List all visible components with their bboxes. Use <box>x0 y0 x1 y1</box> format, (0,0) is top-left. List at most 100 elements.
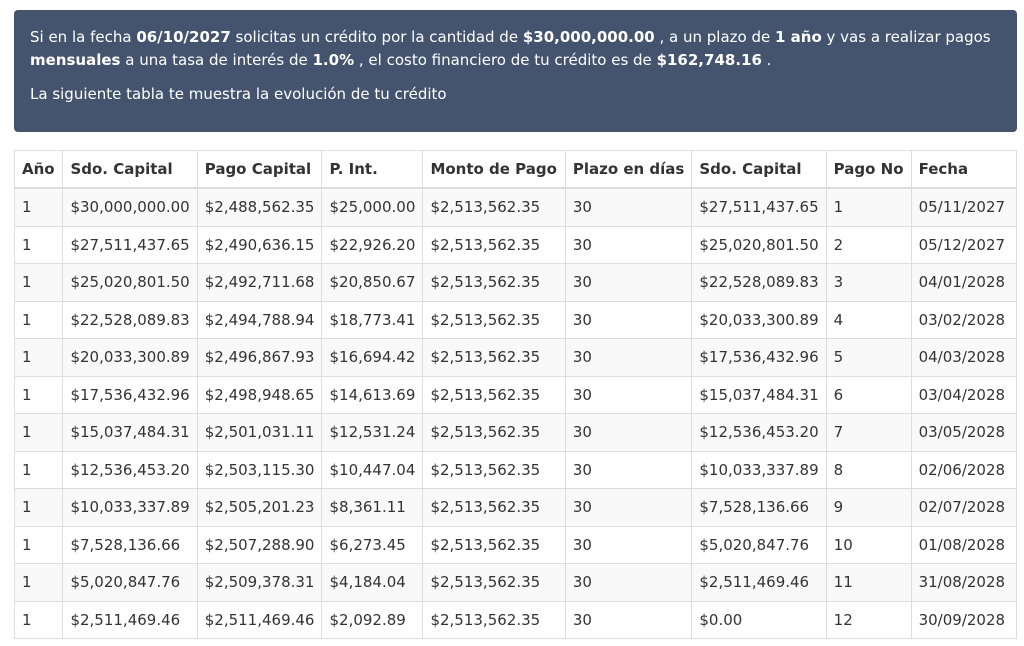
table-cell-col-pago-interes: $10,447.04 <box>321 450 424 489</box>
header-col-pago-interes: P. Int. <box>321 150 424 189</box>
table-cell-col-ano: 1 <box>13 187 64 227</box>
table-cell-col-saldo-capital-inicial: $27,511,437.65 <box>62 225 198 264</box>
table-cell-col-fecha: 02/07/2028 <box>910 488 1018 527</box>
table-cell-col-ano: 1 <box>13 413 64 452</box>
table-cell-col-saldo-capital-final: $10,033,337.89 <box>691 450 827 489</box>
table-cell-col-saldo-capital-inicial: $12,536,453.20 <box>62 450 198 489</box>
table-cell-col-saldo-capital-inicial: $20,033,300.89 <box>62 338 198 377</box>
table-cell-col-saldo-capital-final: $17,536,432.96 <box>691 338 827 377</box>
table-row: 1 $20,033,300.89 $2,496,867.93 $16,694.42 $2… <box>13 338 1018 377</box>
summary-text: Si en la fecha 06/10/2027 solicitas un c… <box>30 26 1001 72</box>
table-cell-col-pago-capital: $2,498,948.65 <box>196 375 323 414</box>
table-cell-col-plazo-dias: 30 <box>564 375 693 414</box>
table-cell-col-fecha: 30/09/2028 <box>910 600 1018 639</box>
amortization-table: Año Sdo. Capital Pago Capital P. Int. Monto … <box>13 150 1018 639</box>
table-cell-col-pago-capital: $2,496,867.93 <box>196 338 323 377</box>
header-col-fecha: Fecha <box>910 150 1018 189</box>
table-cell-col-plazo-dias: 30 <box>564 225 693 264</box>
table-row: 1 $17,536,432.96 $2,498,948.65 $14,613.69 $2… <box>13 375 1018 414</box>
table-cell-col-fecha: 04/01/2028 <box>910 263 1018 302</box>
table-cell-col-fecha: 05/12/2027 <box>910 225 1018 264</box>
table-cell-col-monto-pago: $2,513,562.35 <box>422 263 566 302</box>
table-cell-col-ano: 1 <box>13 300 64 339</box>
table-row: 1 $30,000,000.00 $2,488,562.35 $25,000.00 $2… <box>13 187 1018 227</box>
table-cell-col-pago-no: 6 <box>825 375 912 414</box>
table-cell-col-plazo-dias: 30 <box>564 525 693 564</box>
summary-text-5: a una tasa de interés de <box>120 51 313 69</box>
table-cell-col-pago-capital: $2,511,469.46 <box>196 600 323 639</box>
header-col-pago-capital: Pago Capital <box>196 150 323 189</box>
summary-rate: 1.0% <box>312 51 355 69</box>
table-cell-col-monto-pago: $2,513,562.35 <box>422 563 566 602</box>
table-cell-col-saldo-capital-final: $15,037,484.31 <box>691 375 827 414</box>
table-cell-col-pago-capital: $2,507,288.90 <box>196 525 323 564</box>
summary-text-7: . <box>761 51 772 69</box>
table-cell-col-pago-interes: $22,926.20 <box>321 225 424 264</box>
table-cell-col-ano: 1 <box>13 525 64 564</box>
summary-text-2: solicitas un crédito por la cantidad de <box>230 28 523 46</box>
header-col-monto-pago: Monto de Pago <box>422 150 566 189</box>
header-col-ano: Año <box>13 150 64 189</box>
header-col-saldo-capital-inicial: Sdo. Capital <box>62 150 198 189</box>
table-cell-col-plazo-dias: 30 <box>564 263 693 302</box>
table-cell-col-ano: 1 <box>13 338 64 377</box>
table-cell-col-monto-pago: $2,513,562.35 <box>422 525 566 564</box>
table-cell-col-saldo-capital-inicial: $22,528,089.83 <box>62 300 198 339</box>
summary-cost: $162,748.16 <box>656 51 762 69</box>
table-cell-col-saldo-capital-final: $7,528,136.66 <box>691 488 827 527</box>
table-cell-col-fecha: 03/02/2028 <box>910 300 1018 339</box>
table-cell-col-monto-pago: $2,513,562.35 <box>422 225 566 264</box>
table-cell-col-pago-no: 3 <box>825 263 912 302</box>
table-cell-col-fecha: 05/11/2027 <box>910 187 1018 227</box>
summary-text-4: y vas a realizar pagos <box>821 28 991 46</box>
table-cell-col-pago-capital: $2,490,636.15 <box>196 225 323 264</box>
table-cell-col-pago-no: 1 <box>825 187 912 227</box>
table-cell-col-saldo-capital-final: $5,020,847.76 <box>691 525 827 564</box>
table-cell-col-fecha: 31/08/2028 <box>910 563 1018 602</box>
table-cell-col-pago-capital: $2,488,562.35 <box>196 187 323 227</box>
table-cell-col-fecha: 04/03/2028 <box>910 338 1018 377</box>
table-cell-col-ano: 1 <box>13 225 64 264</box>
table-cell-col-saldo-capital-inicial: $15,037,484.31 <box>62 413 198 452</box>
table-cell-col-fecha: 02/06/2028 <box>910 450 1018 489</box>
table-cell-col-pago-no: 7 <box>825 413 912 452</box>
table-cell-col-pago-capital: $2,501,031.11 <box>196 413 323 452</box>
table-cell-col-plazo-dias: 30 <box>564 413 693 452</box>
table-cell-col-saldo-capital-inicial: $5,020,847.76 <box>62 563 198 602</box>
table-cell-col-pago-interes: $25,000.00 <box>321 187 424 227</box>
table-cell-col-ano: 1 <box>13 450 64 489</box>
table-cell-col-saldo-capital-final: $2,511,469.46 <box>691 563 827 602</box>
table-cell-col-plazo-dias: 30 <box>564 338 693 377</box>
table-cell-col-ano: 1 <box>13 375 64 414</box>
table-cell-col-monto-pago: $2,513,562.35 <box>422 450 566 489</box>
table-cell-col-pago-interes: $12,531.24 <box>321 413 424 452</box>
header-col-saldo-capital-final: Sdo. Capital <box>691 150 827 189</box>
table-cell-col-pago-no: 11 <box>825 563 912 602</box>
table-cell-col-monto-pago: $2,513,562.35 <box>422 187 566 227</box>
credit-summary-panel: Si en la fecha 06/10/2027 solicitas un c… <box>14 10 1017 132</box>
table-cell-col-plazo-dias: 30 <box>564 187 693 227</box>
table-cell-col-monto-pago: $2,513,562.35 <box>422 338 566 377</box>
table-cell-col-ano: 1 <box>13 488 64 527</box>
table-cell-col-saldo-capital-final: $27,511,437.65 <box>691 187 827 227</box>
table-cell-col-pago-no: 5 <box>825 338 912 377</box>
table-cell-col-pago-capital: $2,509,378.31 <box>196 563 323 602</box>
table-cell-col-plazo-dias: 30 <box>564 488 693 527</box>
table-cell-col-ano: 1 <box>13 600 64 639</box>
table-cell-col-pago-interes: $14,613.69 <box>321 375 424 414</box>
table-cell-col-saldo-capital-inicial: $7,528,136.66 <box>62 525 198 564</box>
header-col-plazo-dias: Plazo en días <box>564 150 693 189</box>
table-cell-col-monto-pago: $2,513,562.35 <box>422 375 566 414</box>
table-cell-col-pago-interes: $18,773.41 <box>321 300 424 339</box>
table-body: 1 $30,000,000.00 $2,488,562.35 $25,000.00 $2… <box>13 187 1018 639</box>
table-cell-col-monto-pago: $2,513,562.35 <box>422 413 566 452</box>
summary-date: 06/10/2027 <box>136 28 231 46</box>
table-cell-col-ano: 1 <box>13 263 64 302</box>
table-cell-col-pago-interes: $2,092.89 <box>321 600 424 639</box>
table-cell-col-saldo-capital-final: $22,528,089.83 <box>691 263 827 302</box>
table-cell-col-saldo-capital-final: $25,020,801.50 <box>691 225 827 264</box>
table-cell-col-pago-capital: $2,494,788.94 <box>196 300 323 339</box>
table-cell-col-plazo-dias: 30 <box>564 300 693 339</box>
table-cell-col-pago-no: 2 <box>825 225 912 264</box>
table-cell-col-monto-pago: $2,513,562.35 <box>422 600 566 639</box>
